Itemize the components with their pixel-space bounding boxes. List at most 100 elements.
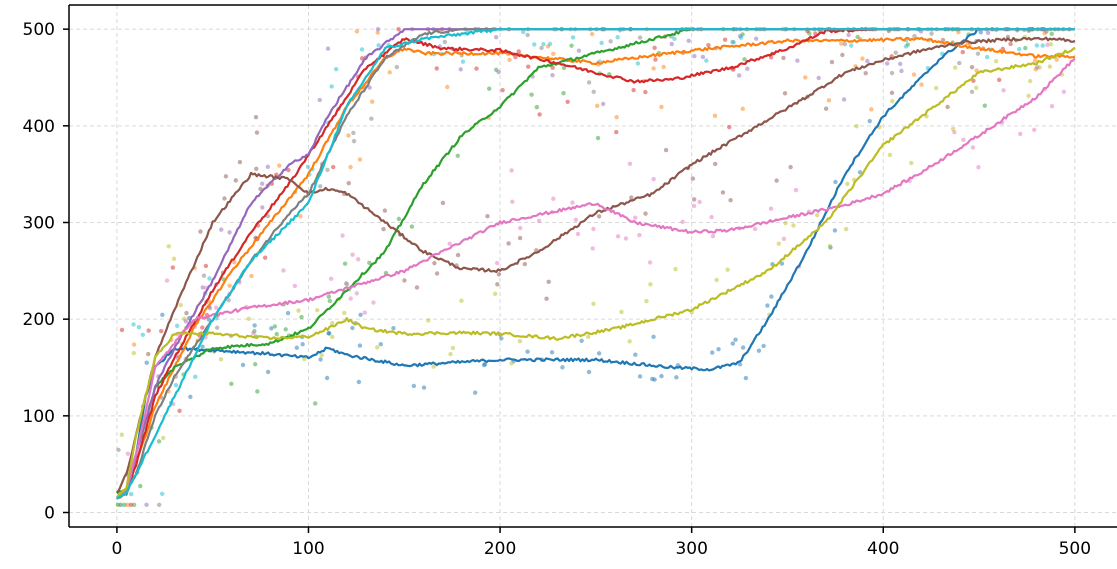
scatter-point [254, 130, 260, 135]
scatter-point [544, 296, 549, 301]
scatter-point [753, 36, 759, 41]
scatter-point [200, 285, 205, 290]
scatter-point [526, 64, 531, 69]
scatter-point [674, 375, 679, 380]
scatter-point [517, 339, 523, 344]
scatter-point [125, 451, 131, 456]
scatter-point [710, 350, 715, 355]
scatter-point [765, 303, 770, 308]
scatter-point [833, 179, 838, 185]
scatter-point [506, 241, 511, 246]
scatter-point [1042, 31, 1047, 36]
scatter-point [950, 126, 956, 132]
scatter-point [219, 227, 224, 232]
scatter-point [551, 51, 556, 57]
scatter-point [997, 77, 1002, 83]
x-tick-label: 500 [1059, 539, 1091, 559]
scatter-point [985, 30, 991, 35]
scatter-point [331, 164, 336, 170]
scatter-point [472, 390, 478, 395]
axes: 0 100 200 300 400 500 0 100 200 300 400 500 [23, 4, 1117, 559]
scatter-point [975, 51, 981, 56]
scatter-point [984, 54, 990, 60]
scatter-point [375, 26, 381, 32]
scatter-points [115, 26, 1072, 507]
scatter-point [652, 377, 657, 382]
scatter-point [839, 41, 844, 46]
scatter-point [791, 223, 796, 228]
scatter-point [131, 342, 137, 347]
scatter-point [459, 298, 464, 303]
scatter-point [867, 118, 872, 124]
scatter-point [1048, 42, 1054, 47]
scatter-point [294, 345, 300, 350]
scatter-point [586, 334, 591, 340]
scatter-point [326, 331, 331, 336]
scatter-point [517, 235, 523, 241]
scatter-point [570, 200, 575, 205]
scatter-point [131, 502, 137, 507]
scatter-point [254, 166, 259, 171]
scatter-point [591, 89, 596, 95]
scatter-point [328, 276, 334, 281]
scatter-point [122, 502, 127, 507]
y-tick-label: 400 [23, 117, 55, 137]
scatter-point [156, 439, 162, 444]
scatter-point [402, 278, 407, 283]
scatter-point [690, 176, 696, 181]
scatter-point [182, 316, 187, 322]
scatter-point [156, 502, 162, 507]
scatter-point [887, 152, 893, 158]
scatter-point [899, 68, 904, 74]
scatter-point [560, 365, 565, 370]
scatter-point [889, 70, 895, 76]
scatter-point [138, 483, 143, 489]
scatter-point [362, 310, 368, 315]
scatter-point [522, 261, 528, 267]
scatter-point [627, 161, 633, 166]
scatter-point [299, 314, 304, 320]
scatter-point [982, 103, 987, 108]
scatter-point [832, 228, 838, 233]
scatter-point [713, 161, 718, 167]
scatter-point [596, 351, 602, 356]
scatter-point [518, 225, 523, 231]
scatter-point [865, 58, 870, 64]
scatter-point [627, 339, 632, 344]
scatter-point [768, 206, 774, 211]
scatter-point [643, 89, 648, 95]
scatter-point [302, 356, 307, 362]
scatter-point [227, 283, 232, 288]
scatter-point [411, 383, 417, 389]
scatter-point [525, 349, 530, 354]
scatter-point [842, 41, 848, 47]
y-tick-label: 500 [23, 20, 55, 40]
scatter-point [1008, 41, 1013, 47]
scatter-point [1032, 58, 1038, 63]
scatter-point [661, 64, 666, 70]
scatter-point [570, 35, 576, 40]
scatter-point [575, 231, 581, 237]
scatter-point [539, 45, 544, 51]
x-tick-label: 200 [484, 539, 516, 559]
scatter-point [348, 164, 353, 170]
scatter-point [485, 214, 490, 219]
scatter-point [319, 352, 324, 358]
scatter-point [569, 43, 574, 48]
scatter-point [136, 324, 142, 330]
scatter-point [1027, 78, 1033, 84]
scatter-point [1054, 57, 1059, 62]
scatter-point [434, 66, 439, 71]
scatter-point [591, 301, 596, 306]
scatter-point [911, 72, 917, 77]
scatter-point [1026, 93, 1031, 99]
scatter-point [722, 37, 728, 42]
x-tick-label: 400 [867, 539, 899, 559]
scatter-point [447, 241, 452, 246]
scatter-point [1040, 43, 1045, 48]
scatter-point [359, 47, 365, 52]
y-tick-label: 100 [23, 407, 55, 427]
scatter-point [369, 116, 374, 121]
scatter-point [381, 226, 386, 232]
scatter-point [1018, 131, 1023, 137]
